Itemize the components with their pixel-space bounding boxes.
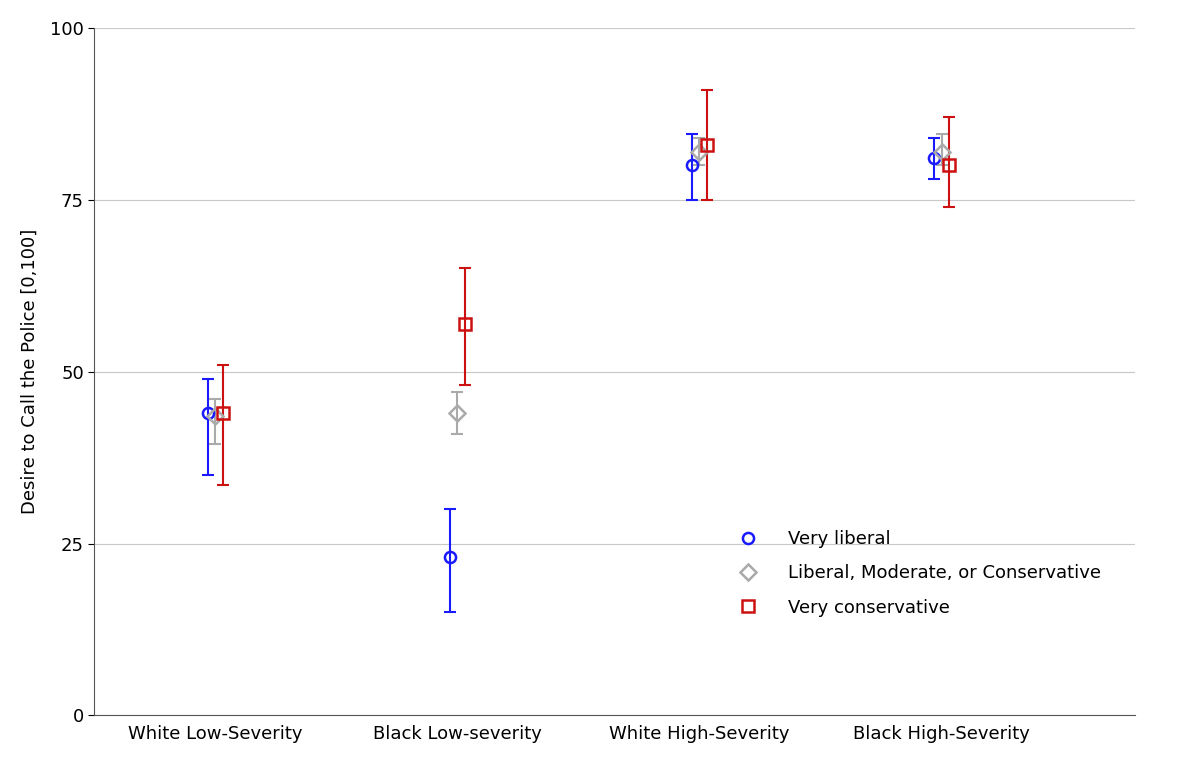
Y-axis label: Desire to Call the Police [0,100]: Desire to Call the Police [0,100] xyxy=(21,229,39,514)
Legend: Very liberal, Liberal, Moderate, or Conservative, Very conservative: Very liberal, Liberal, Moderate, or Cons… xyxy=(722,523,1108,624)
